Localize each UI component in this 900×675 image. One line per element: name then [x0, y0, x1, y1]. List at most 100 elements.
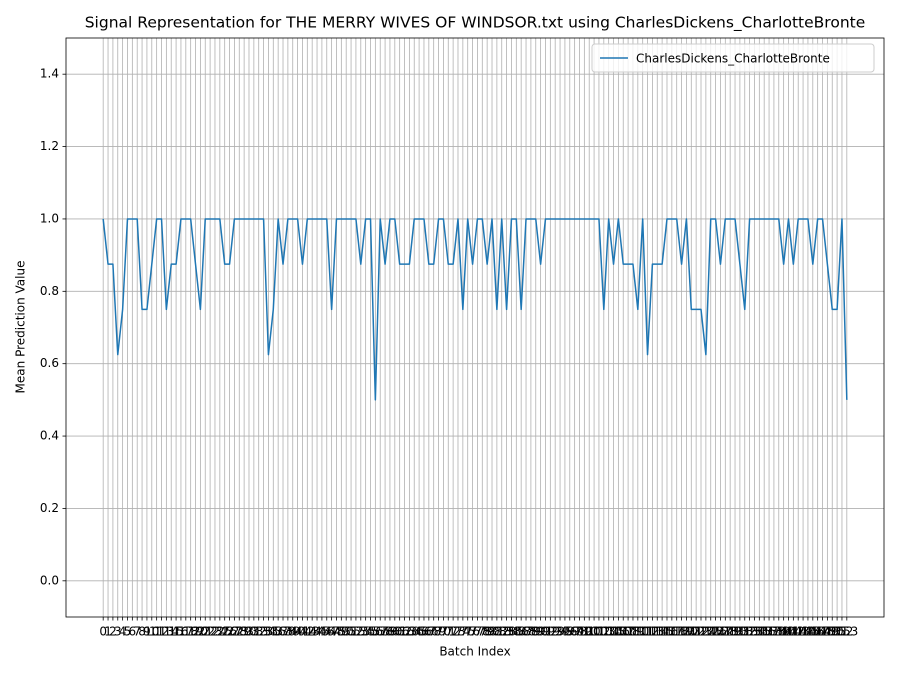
x-tick-label: 27 [227, 625, 242, 639]
x-tick-label: 7 [133, 625, 141, 639]
x-tick-label: 91 [538, 625, 553, 639]
x-tick-label: 136 [753, 625, 776, 639]
x-tick-label: 131 [728, 625, 751, 639]
x-tick-label: 72 [445, 625, 460, 639]
x-tick-label: 15 [168, 625, 183, 639]
x-tick-label: 143 [787, 625, 810, 639]
x-tick-label: 110 [626, 625, 649, 639]
y-tick-label: 0.0 [40, 573, 59, 587]
x-tick-label: 99 [577, 625, 592, 639]
x-tick-label: 88 [523, 625, 538, 639]
legend: CharlesDickens_CharlotteBronte [591, 43, 875, 73]
x-tick-label: 53 [353, 625, 368, 639]
x-axis-label: Batch Index [439, 645, 510, 659]
x-tick-label: 111 [631, 625, 654, 639]
grid [66, 38, 884, 617]
x-tick-label: 6 [129, 625, 137, 639]
x-tick-label: 125 [699, 625, 722, 639]
x-tick-label: 22 [202, 625, 217, 639]
x-tick-label: 120 [675, 625, 698, 639]
x-tick-label: 14 [164, 625, 179, 639]
x-tick-label: 3 [114, 625, 122, 639]
x-tick-label: 26 [222, 625, 237, 639]
x-tick-label: 50 [339, 625, 354, 639]
x-tick-label: 41 [295, 625, 310, 639]
x-tick-label: 39 [285, 625, 300, 639]
x-tick-label: 151 [826, 625, 849, 639]
x-tick-label: 97 [567, 625, 582, 639]
legend-label: CharlesDickens_CharlotteBronte [636, 52, 830, 66]
x-tick-label: 43 [305, 625, 320, 639]
x-tick-label: 21 [198, 625, 213, 639]
x-tick-label: 34 [261, 625, 276, 639]
x-tick-label: 79 [480, 625, 495, 639]
x-tick-label: 33 [256, 625, 271, 639]
x-tick-label: 4 [119, 625, 127, 639]
x-tick-label: 90 [533, 625, 548, 639]
x-tick-label: 5 [124, 625, 132, 639]
x-tick-label: 44 [309, 625, 324, 639]
x-tick-label: 30 [241, 625, 256, 639]
x-tick-label: 129 [719, 625, 742, 639]
x-tick-label: 25 [217, 625, 232, 639]
x-tick-label: 78 [475, 625, 490, 639]
x-tick-label: 146 [801, 625, 824, 639]
x-tick-label: 86 [514, 625, 529, 639]
x-tick-label: 59 [382, 625, 397, 639]
x-tick-label: 138 [762, 625, 785, 639]
x-tick-label: 106 [607, 625, 630, 639]
x-tick-label: 31 [246, 625, 261, 639]
x-tick-label: 95 [557, 625, 572, 639]
x-tick-label: 144 [792, 625, 815, 639]
x-tick-label: 132 [733, 625, 756, 639]
x-tick-label: 102 [587, 625, 610, 639]
y-tick-label: 0.6 [40, 356, 59, 370]
x-tick-label: 55 [363, 625, 378, 639]
x-tick-label: 93 [548, 625, 563, 639]
x-tick-label: 107 [612, 625, 635, 639]
x-tick-label: 124 [694, 625, 717, 639]
x-tick-label: 137 [758, 625, 781, 639]
x-tick-label: 11 [149, 625, 164, 639]
x-tick-label: 64 [407, 625, 422, 639]
x-tick-label: 38 [280, 625, 295, 639]
x-tick-label: 51 [343, 625, 358, 639]
chart-title: Signal Representation for THE MERRY WIVE… [85, 14, 866, 33]
x-tick-label: 73 [450, 625, 465, 639]
plot-frame [65, 37, 885, 618]
y-tick-label: 1.4 [40, 67, 59, 81]
x-tick-label: 113 [641, 625, 664, 639]
x-tick-label: 108 [617, 625, 640, 639]
x-tick-label: 23 [207, 625, 222, 639]
x-tick-label: 105 [602, 625, 625, 639]
x-tick-label: 13 [159, 625, 174, 639]
x-tick-label: 2 [109, 625, 117, 639]
x-tick-label: 70 [436, 625, 451, 639]
y-tick-label: 1.0 [40, 211, 59, 225]
x-tick-label: 141 [777, 625, 800, 639]
x-tick-label: 104 [597, 625, 620, 639]
x-tick-label: 147 [806, 625, 829, 639]
x-tick-label: 60 [387, 625, 402, 639]
x-tick-label: 37 [275, 625, 290, 639]
x-tick-label: 100 [578, 625, 601, 639]
x-tick-label: 62 [397, 625, 412, 639]
x-tick-label: 49 [334, 625, 349, 639]
x-tick-label: 67 [421, 625, 436, 639]
x-tick-label: 103 [592, 625, 615, 639]
x-tick-label: 109 [622, 625, 645, 639]
x-tick-label: 42 [300, 625, 315, 639]
x-tick-label: 1 [104, 625, 112, 639]
x-tick-label: 45 [314, 625, 329, 639]
x-tick-label: 29 [236, 625, 251, 639]
x-tick-label: 0 [99, 625, 107, 639]
x-tick-label: 75 [460, 625, 475, 639]
x-tick-label: 149 [816, 625, 839, 639]
x-tick-label: 69 [431, 625, 446, 639]
x-tick-label: 58 [377, 625, 392, 639]
x-tick-label: 24 [212, 625, 227, 639]
x-tick-label: 134 [743, 625, 766, 639]
x-tick-label: 63 [402, 625, 417, 639]
x-tick-label: 89 [528, 625, 543, 639]
x-tick-label: 142 [782, 625, 805, 639]
